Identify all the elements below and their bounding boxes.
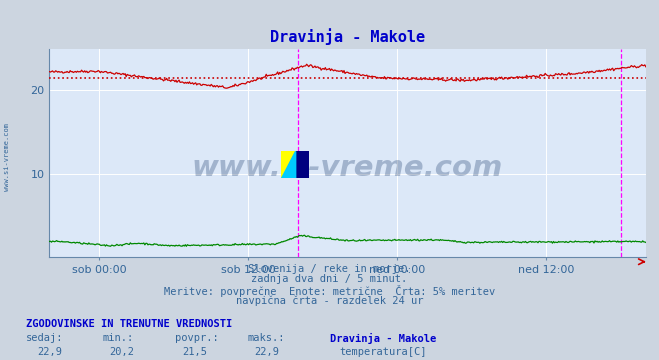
Text: 22,9: 22,9 [254,347,279,357]
Text: zadnja dva dni / 5 minut.: zadnja dva dni / 5 minut. [251,274,408,284]
Text: 20,2: 20,2 [109,347,134,357]
Text: www.si-vreme.com: www.si-vreme.com [3,123,10,190]
Text: 22,9: 22,9 [37,347,62,357]
Text: 21,5: 21,5 [182,347,207,357]
Text: www.si-vreme.com: www.si-vreme.com [192,154,503,181]
Text: min.:: min.: [102,333,133,343]
Text: navpična črta - razdelek 24 ur: navpična črta - razdelek 24 ur [236,296,423,306]
Text: sedaj:: sedaj: [26,333,64,343]
Title: Dravinja - Makole: Dravinja - Makole [270,28,425,45]
Text: Meritve: povprečne  Enote: metrične  Črta: 5% meritev: Meritve: povprečne Enote: metrične Črta:… [164,285,495,297]
Text: Dravinja - Makole: Dravinja - Makole [330,333,436,344]
Polygon shape [281,151,295,178]
Bar [295,151,308,178]
Text: maks.:: maks.: [247,333,285,343]
Text: Slovenija / reke in morje.: Slovenija / reke in morje. [248,264,411,274]
Polygon shape [281,151,295,178]
Bar [281,151,295,178]
Text: povpr.:: povpr.: [175,333,218,343]
Polygon shape [281,151,295,178]
Text: temperatura[C]: temperatura[C] [339,347,427,357]
Text: ZGODOVINSKE IN TRENUTNE VREDNOSTI: ZGODOVINSKE IN TRENUTNE VREDNOSTI [26,319,233,329]
